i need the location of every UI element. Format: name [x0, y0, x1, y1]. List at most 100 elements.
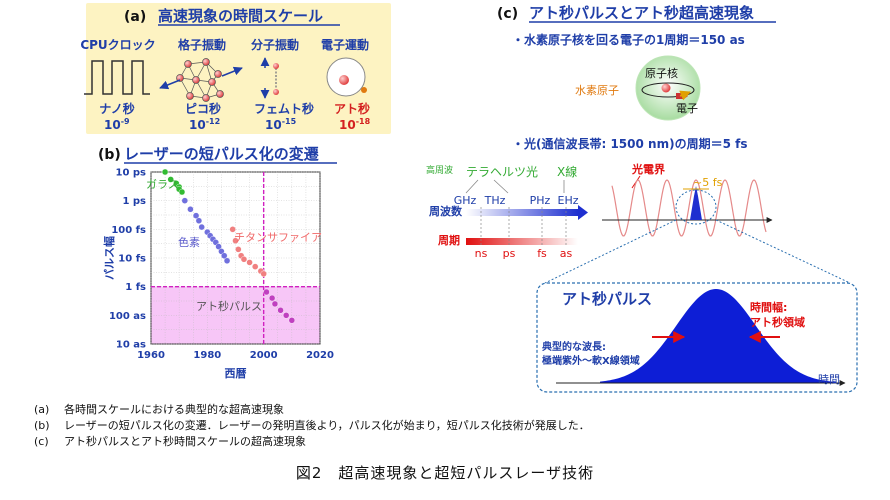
data-point — [246, 259, 253, 266]
column-name-cpu: CPUクロック — [80, 38, 155, 52]
column-name-lattice: 格子振動 — [178, 37, 226, 52]
wavelength-label-2: 極端紫外～軟X線領域 — [542, 354, 640, 367]
panel-a: (a) 高速現象の時間スケール CPUクロック 格子振動 分子振動 電子運動 — [80, 3, 391, 134]
freq-tick-ehz: EHz — [558, 194, 579, 207]
data-point — [271, 300, 279, 308]
frequency-bar — [466, 209, 578, 216]
square-wave-icon — [84, 60, 150, 95]
y-tick-label: 1 fs — [125, 282, 146, 293]
freq-tick-thz: THz — [484, 194, 506, 207]
period-bar — [466, 238, 578, 245]
y-tick-label: 1 ps — [122, 196, 146, 207]
panel-a-title: 高速現象の時間スケール — [158, 7, 323, 25]
hydrogen-atom-label: 水素原子 — [575, 84, 619, 97]
data-point — [260, 270, 267, 278]
freq-tick-ghz: GHz — [454, 194, 477, 207]
molecule-vibration-icon — [260, 57, 279, 99]
label-glass: ガラス — [146, 178, 179, 191]
data-point — [187, 206, 194, 213]
y-tick-label: 10 as — [116, 340, 146, 351]
period-label: 周期 — [438, 233, 460, 247]
data-point — [229, 226, 236, 233]
panel-c: (c) アト秒パルスとアト秒超高速現象 ・水素原子核を回る電子の1周期＝150 … — [426, 4, 858, 393]
y-tick-label: 10 fs — [118, 254, 146, 265]
unit-femto: フェムト秒 — [254, 101, 314, 116]
nucleus-label: 原子核 — [645, 66, 678, 80]
unit-nano: ナノ秒 — [99, 101, 134, 116]
efield-label: 光電界 — [631, 162, 665, 176]
label-ti-sapphire: チタンサファイア — [234, 231, 322, 244]
data-point — [178, 188, 186, 196]
gaussian-pulse — [600, 289, 836, 383]
data-point — [240, 256, 248, 263]
data-point — [198, 223, 205, 231]
panel-b-label: (b) — [98, 147, 121, 163]
width-label-1: 時間幅: — [750, 300, 787, 314]
caption-c: (c) アト秒パルスとアト秒時間スケールの超高速現象 — [34, 435, 306, 448]
data-point — [215, 243, 222, 250]
data-point — [192, 212, 200, 219]
data-point — [252, 263, 259, 270]
x-tick-label: 1960 — [137, 350, 165, 361]
freq-tick-phz: PHz — [530, 194, 551, 207]
data-point — [268, 294, 276, 302]
caption-a: (a) 各時間スケールにおける典型的な超高速現象 — [34, 403, 284, 416]
label-dye: 色素 — [178, 235, 200, 249]
y-axis-label: パルス幅 — [102, 236, 116, 280]
data-point — [223, 257, 231, 264]
data-point — [167, 176, 174, 183]
exp-cpu: 10-9 — [104, 117, 130, 132]
unit-pico: ピコ秒 — [185, 101, 221, 116]
optical-field-wave — [611, 179, 767, 237]
bullet-light-period: ・光(通信波長帯: 1500 nm)の周期＝5 fs — [512, 136, 747, 151]
period-tick-fs: fs — [537, 247, 547, 260]
y-tick-label: 100 fs — [111, 225, 146, 236]
exp-molecule: 10-15 — [265, 117, 297, 132]
panel-c-label: (c) — [497, 6, 518, 22]
atto-pulse-box-title: アト秒パルス — [562, 290, 652, 308]
unit-atto: アト秒 — [334, 101, 370, 116]
x-tick-label: 2000 — [250, 350, 278, 361]
wavelength-label-1: 典型的な波長: — [542, 340, 606, 353]
panel-b-title: レーザーの短パルス化の変遷 — [124, 145, 319, 163]
data-point — [195, 217, 203, 224]
time-axis-label: 時間 — [818, 373, 840, 386]
period-tick-ps: ps — [503, 247, 516, 260]
data-point — [288, 317, 296, 324]
exp-lattice: 10-12 — [189, 117, 220, 132]
data-point — [221, 252, 228, 259]
data-point — [263, 288, 270, 296]
panel-b: (b) レーザーの短パルス化の変遷 10 ps 1 ps 100 fs 10 fs 1 … — [98, 145, 337, 380]
xray-label: X線 — [557, 164, 577, 179]
frequency-label: 周波数 — [429, 204, 463, 218]
x-tick-label: 2020 — [306, 350, 334, 361]
column-name-molecule: 分子振動 — [251, 37, 299, 52]
period-5fs-label: ~5 fs — [693, 176, 723, 189]
caption-b: (b) レーザーの短パルス化の変遷．レーザーの発明直後より，パルス化が始まり，短パ… — [34, 419, 590, 432]
panel-a-label: (a) — [124, 9, 146, 25]
period-tick-ns: ns — [475, 247, 488, 260]
figure-title: 図2 超高速現象と超短パルスレーザ技術 — [295, 464, 595, 482]
data-point — [161, 168, 169, 176]
panel-c-title: アト秒パルスとアト秒超高速現象 — [529, 4, 754, 22]
data-point — [283, 312, 290, 319]
terahertz-label: テラヘルツ光 — [466, 165, 538, 179]
lattice-vibration-icon — [176, 58, 224, 102]
figure-captions: (a) 各時間スケールにおける典型的な超高速現象 (b) レーザーの短パルス化の変遷… — [34, 402, 834, 450]
label-atto-pulse: アト秒パルス — [196, 299, 262, 313]
electron-label: 電子 — [676, 102, 698, 115]
y-tick-label: 10 ps — [115, 168, 146, 179]
data-point — [277, 307, 284, 314]
x-axis-label: 西暦 — [225, 367, 247, 380]
width-label-2: アト秒領域 — [750, 315, 805, 329]
high-freq-label: 高周波 — [426, 164, 453, 176]
bullet-hydrogen-period: ・水素原子核を回る電子の1周期＝150 as — [512, 32, 745, 47]
y-tick-label: 100 as — [109, 311, 146, 322]
data-point — [181, 197, 189, 204]
electron-orbit-icon — [326, 57, 367, 97]
x-tick-label: 1980 — [193, 350, 221, 361]
exp-electron: 10-18 — [339, 117, 371, 132]
column-name-electron: 電子運動 — [321, 37, 369, 52]
